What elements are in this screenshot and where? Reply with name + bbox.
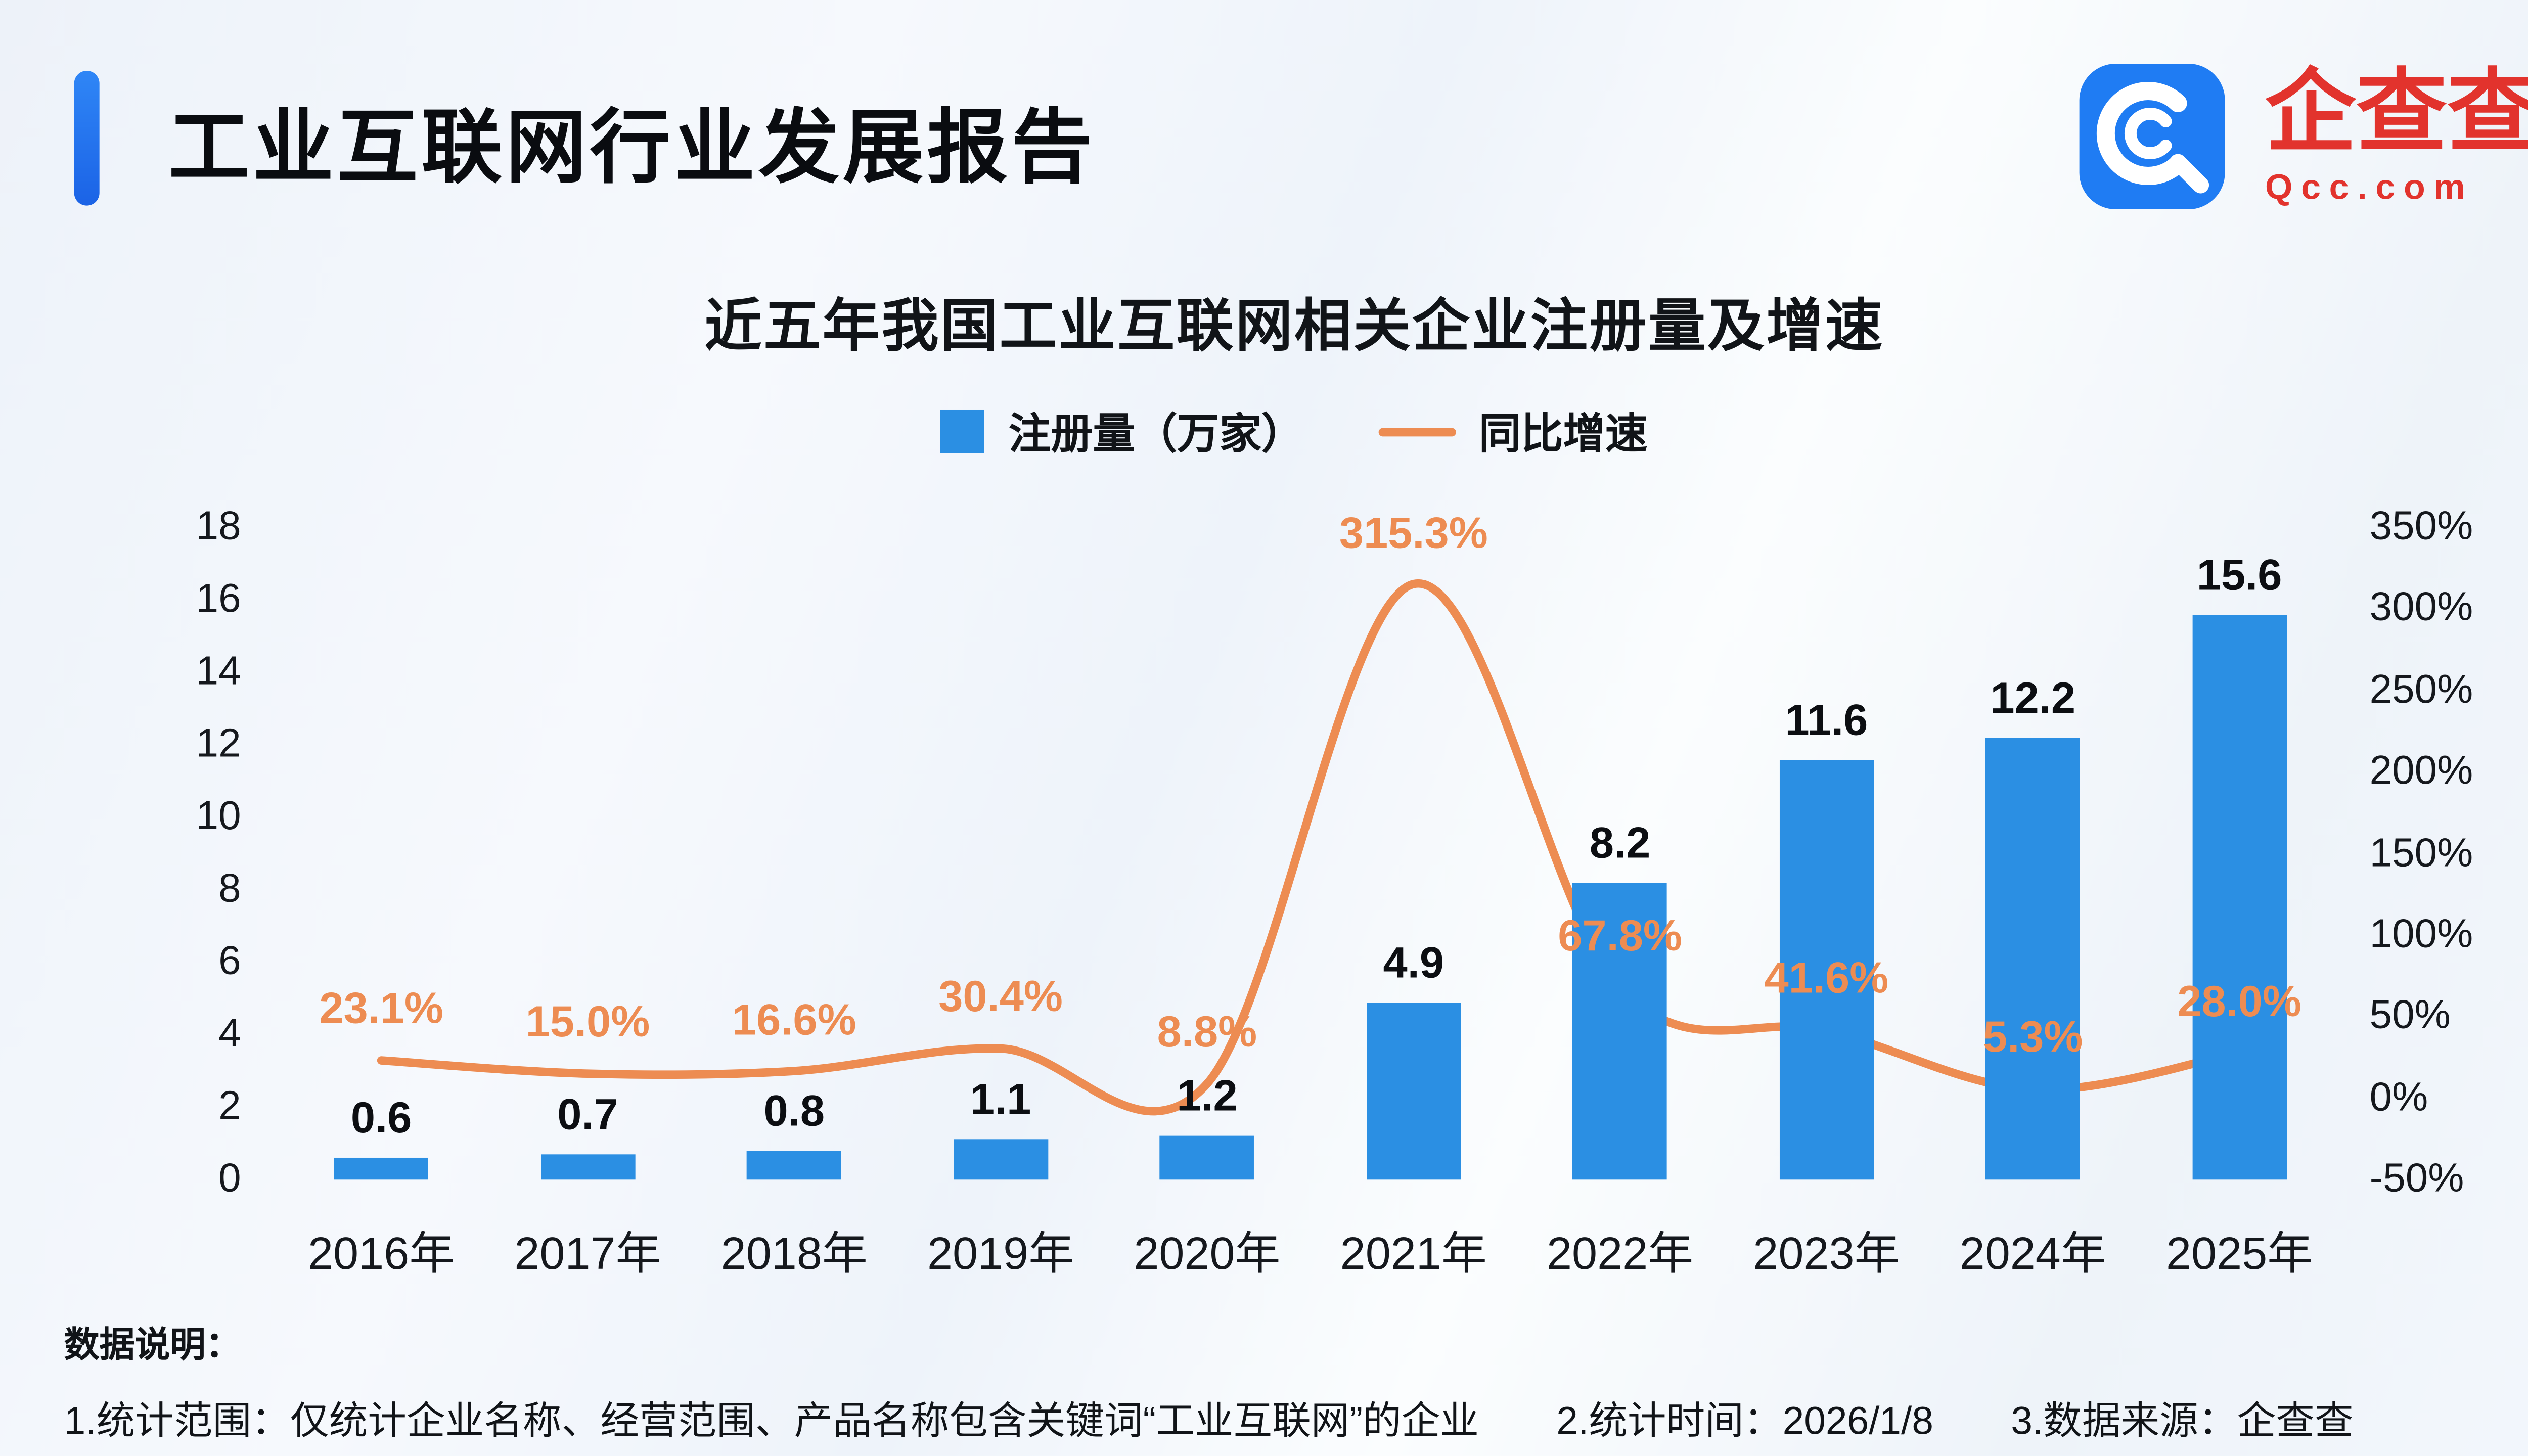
registration-bar: [334, 1158, 429, 1180]
y-axis-left-tick: 6: [218, 938, 241, 984]
registration-bar: [540, 1154, 635, 1180]
growth-rate-label: 28.0%: [2177, 975, 2301, 1026]
registration-bar: [2192, 614, 2287, 1180]
chart-legend: 注册量（万家） 同比增速: [0, 401, 2528, 462]
registration-bar: [1779, 759, 1874, 1180]
x-axis-label: 2023年: [1753, 1228, 1900, 1279]
growth-rate-label: 5.3%: [1982, 1012, 2083, 1063]
y-axis-right-tick: -50%: [2369, 1156, 2464, 1202]
bar-value-label: 12.2: [1990, 671, 2076, 722]
bar-value-label: 8.2: [1589, 816, 1651, 868]
y-axis-left-tick: 2: [218, 1083, 241, 1129]
y-axis-right-tick: 200%: [2369, 748, 2473, 794]
y-axis-right-tick: 50%: [2369, 993, 2451, 1039]
y-axis-right-tick: 350%: [2369, 504, 2473, 550]
y-axis-right-tick: 100%: [2369, 911, 2473, 957]
x-axis-label: 2022年: [1546, 1228, 1694, 1279]
data-notes: 1.统计范围：仅统计企业名称、经营范围、产品名称包含关键词“工业互联网”的企业 …: [64, 1389, 2525, 1446]
line-legend-swatch: [1377, 427, 1456, 436]
y-axis-left-tick: 10: [196, 793, 241, 839]
legend-label-registrations: 注册量（万家）: [1008, 411, 1304, 459]
registration-bar: [1572, 882, 1667, 1180]
qcc-logo-name: 企查查: [2265, 62, 2528, 164]
report-title: 工业互联网行业发展报告: [168, 104, 1096, 194]
growth-rate-label: 8.8%: [1157, 1006, 1257, 1057]
x-axis-label: 2024年: [1959, 1228, 2106, 1279]
x-axis-label: 2019年: [927, 1228, 1074, 1279]
chart-title: 近五年我国工业互联网相关企业注册量及增速: [704, 295, 1884, 359]
growth-rate-label: 16.6%: [732, 993, 856, 1044]
x-axis-label: 2016年: [308, 1228, 455, 1279]
qcc-logo-text: 企查查 Qcc.com: [2265, 64, 2528, 209]
legend-item-growth: 同比增速: [1377, 401, 1648, 462]
growth-rate-label: 23.1%: [319, 983, 444, 1034]
bar-legend-swatch: [941, 409, 985, 453]
bar-value-label: 0.8: [763, 1084, 825, 1135]
bar-value-label: 0.7: [557, 1088, 618, 1140]
registration-bar: [1160, 1136, 1254, 1180]
bar-value-label: 0.6: [350, 1092, 412, 1143]
y-axis-left-tick: 14: [196, 649, 241, 695]
note-time: 2.统计时间：2026/1/8: [1556, 1398, 1934, 1443]
title-accent-bar: [74, 70, 100, 206]
growth-rate-label: 315.3%: [1339, 506, 1488, 557]
y-axis-right-tick: 0%: [2369, 1074, 2428, 1120]
y-axis-left-tick: 0: [218, 1156, 241, 1202]
y-axis-left-tick: 18: [196, 504, 241, 550]
registration-bar: [1366, 1002, 1461, 1180]
bar-value-label: 15.6: [2196, 549, 2282, 600]
notes-label: 数据说明：: [64, 1326, 241, 1365]
y-axis-left-tick: 16: [196, 576, 241, 622]
qcc-logo: 企查查 Qcc.com: [2076, 61, 2528, 212]
x-axis-label: 2021年: [1340, 1228, 1487, 1279]
bar-value-label: 1.2: [1177, 1070, 1238, 1121]
growth-rate-label: 41.6%: [1764, 952, 1889, 1004]
registration-bar: [1985, 737, 2081, 1180]
x-axis-label: 2017年: [514, 1228, 661, 1279]
x-axis-label: 2025年: [2165, 1228, 2313, 1279]
bar-value-label: 1.1: [970, 1074, 1031, 1125]
legend-label-growth: 同比增速: [1478, 411, 1648, 459]
growth-rate-label: 67.8%: [1558, 910, 1682, 961]
y-axis-left-tick: 12: [196, 721, 241, 767]
y-axis-right-tick: 300%: [2369, 585, 2473, 631]
bar-value-label: 11.6: [1785, 693, 1868, 744]
qcc-logo-domain: Qcc.com: [2265, 168, 2474, 207]
x-axis-label: 2020年: [1134, 1228, 1281, 1279]
y-axis-left-tick: 4: [218, 1011, 241, 1057]
x-axis-label: 2018年: [720, 1228, 868, 1279]
registration-bar: [747, 1150, 842, 1180]
growth-rate-label: 30.4%: [938, 971, 1063, 1022]
y-axis-left-tick: 8: [218, 866, 241, 912]
registration-bar: [953, 1140, 1048, 1180]
y-axis-right-tick: 250%: [2369, 667, 2473, 713]
qcc-logo-icon: [2076, 61, 2228, 212]
note-scope: 1.统计范围：仅统计企业名称、经营范围、产品名称包含关键词“工业互联网”的企业: [64, 1398, 1479, 1443]
bar-value-label: 4.9: [1383, 936, 1444, 987]
legend-item-registrations: 注册量（万家）: [941, 401, 1304, 462]
note-source: 3.数据来源：企查查: [2011, 1398, 2354, 1443]
growth-rate-label: 15.0%: [525, 996, 650, 1047]
y-axis-right-tick: 150%: [2369, 830, 2473, 876]
